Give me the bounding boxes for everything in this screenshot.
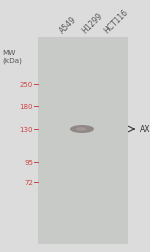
Text: 95: 95 (24, 159, 33, 165)
Text: 180: 180 (20, 104, 33, 110)
Text: A549: A549 (58, 15, 78, 35)
Text: 250: 250 (20, 82, 33, 88)
Text: 72: 72 (24, 179, 33, 185)
Ellipse shape (70, 125, 94, 134)
Text: 130: 130 (20, 127, 33, 133)
Text: MW
(kDa): MW (kDa) (2, 50, 22, 63)
Text: AXL: AXL (140, 125, 150, 134)
Text: HCT116: HCT116 (102, 7, 130, 35)
Text: H1299: H1299 (80, 11, 104, 35)
Bar (38, 38, 128, 244)
Ellipse shape (76, 128, 86, 131)
